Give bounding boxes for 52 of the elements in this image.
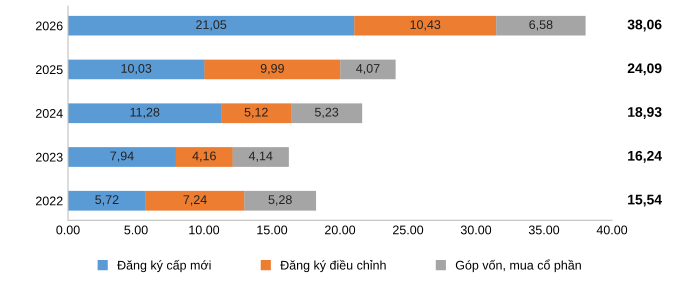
data-label: 7,94: [110, 151, 134, 162]
data-label: 10,43: [410, 20, 440, 31]
bar: [354, 16, 496, 36]
text: 24,09: [628, 63, 662, 76]
x-tick-label: 35.00: [528, 226, 560, 234]
text: 38,06: [628, 20, 662, 32]
data-label: 5,12: [244, 108, 268, 118]
y-tick-label: 2024: [36, 109, 63, 118]
y-tick-label: 2023: [36, 152, 63, 162]
data-label: 5,28: [268, 195, 292, 206]
y-tick-label: 2025: [36, 65, 63, 74]
x-tick-label: 10.00: [189, 226, 220, 234]
data-label: 4,07: [356, 64, 380, 74]
x-tick-label: 5.00: [124, 226, 148, 234]
data-label: 5,72: [95, 195, 118, 206]
bar: [68, 190, 146, 211]
bar: [244, 190, 316, 211]
legend-label: Góp vốn, mua cổ phần: [456, 259, 581, 272]
bar: [68, 103, 222, 124]
text: 15,54: [628, 194, 662, 206]
x-tick-label: 0.00: [56, 226, 80, 234]
bar: [68, 147, 176, 167]
bar: [291, 103, 362, 124]
data-label: 9,99: [260, 64, 284, 74]
y-tick-label: 2026: [36, 22, 63, 30]
bar: [221, 103, 292, 124]
legend-label: Đăng ký điều chỉnh: [280, 260, 386, 272]
text: 18,93: [628, 107, 662, 119]
data-label: 4,16: [192, 151, 216, 162]
bar: [68, 60, 204, 80]
y-tick-label: 2022: [36, 196, 63, 206]
x-tick-label: 15.00: [257, 226, 288, 234]
x-tick-label: 40.00: [596, 226, 628, 234]
x-tick-label: 25.00: [392, 226, 424, 234]
data-label: 4,14: [248, 152, 273, 162]
legend-label: Đăng ký cấp mới: [117, 260, 211, 272]
x-tick-label: 20.00: [324, 226, 356, 234]
data-label: 11,28: [130, 108, 160, 118]
bar: [68, 16, 354, 36]
data-label: 21,05: [196, 20, 226, 31]
bar: [204, 60, 340, 80]
bar: [176, 147, 233, 167]
data-label: 7,24: [184, 195, 207, 206]
bar: [340, 60, 396, 80]
bar: [496, 16, 586, 36]
bar: [146, 190, 244, 211]
x-tick-label: 30.00: [460, 226, 492, 234]
data-label: 5,23: [314, 108, 338, 118]
text: 16,24: [628, 150, 662, 163]
data-label: 10,03: [122, 64, 152, 74]
bar: [232, 147, 289, 167]
data-label: 6,58: [529, 20, 552, 31]
